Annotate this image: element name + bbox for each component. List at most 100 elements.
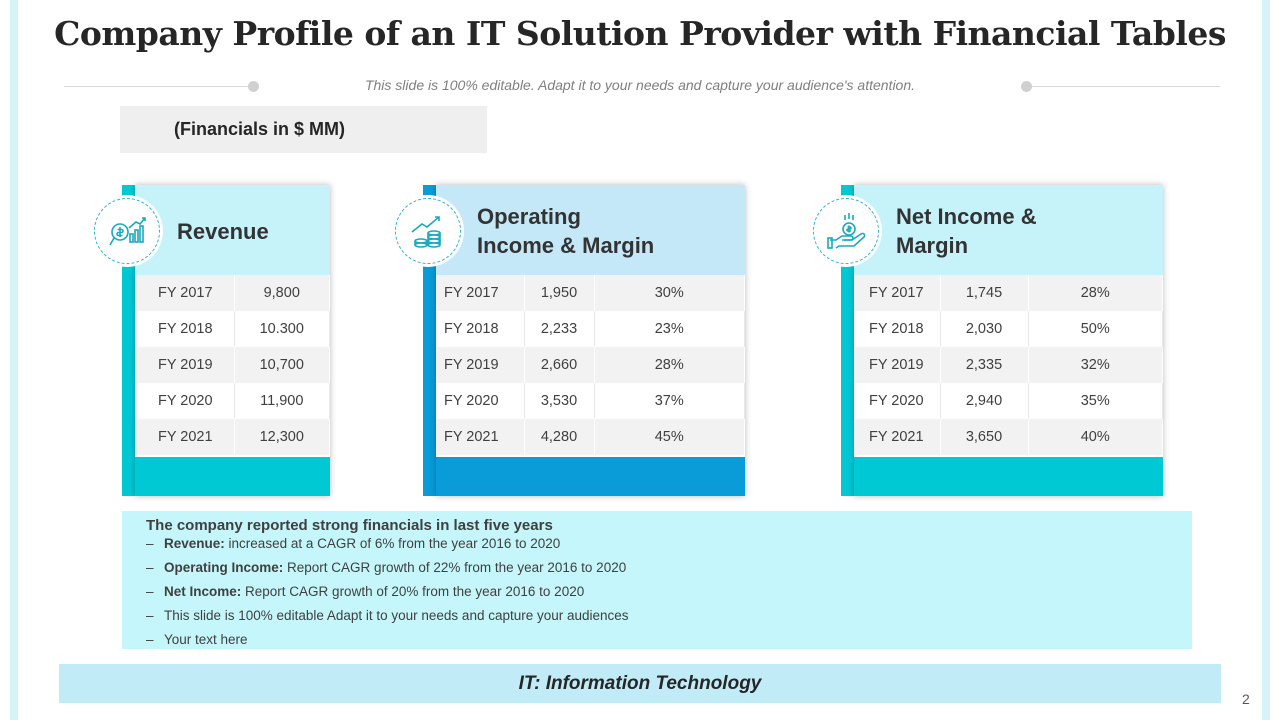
margin-cell: 45%	[594, 419, 745, 455]
year-cell: FY 2017	[135, 275, 235, 311]
summary-item-label: Revenue:	[164, 536, 225, 551]
revenue-card: Revenue FY 2017 9,800 FY 2018 10.300 FY 20…	[122, 185, 330, 496]
operating-title: Operating Income & Margin	[477, 202, 654, 260]
value-cell: 3,530	[524, 383, 595, 419]
operating-card-footer	[436, 457, 745, 496]
table-row: FY 2019 2,660 28%	[436, 347, 745, 383]
summary-item-text: Report CAGR growth of 22% from the year …	[287, 560, 627, 575]
page-number: 2	[1242, 691, 1250, 707]
year-cell: FY 2019	[854, 347, 941, 383]
table-row: FY 2018 10.300	[135, 311, 330, 347]
value-cell: 1,745	[940, 275, 1029, 311]
list-item: – This slide is 100% editable Adapt it to…	[146, 608, 629, 623]
divider-dot-left	[248, 81, 259, 92]
table-row: FY 2020 2,940 35%	[854, 383, 1163, 419]
revenue-title: Revenue	[177, 219, 269, 244]
value-cell: 2,660	[524, 347, 595, 383]
year-cell: FY 2018	[436, 311, 525, 347]
divider-dot-right	[1021, 81, 1032, 92]
right-border-strip	[1262, 0, 1270, 720]
summary-list: – Revenue: increased at a CAGR of 6% from…	[146, 535, 629, 655]
year-cell: FY 2021	[854, 419, 941, 455]
revenue-card-footer	[135, 457, 330, 496]
table-row: FY 2018 2,030 50%	[854, 311, 1163, 347]
margin-cell: 37%	[594, 383, 745, 419]
value-cell: 4,280	[524, 419, 595, 455]
year-cell: FY 2018	[854, 311, 941, 347]
margin-cell: 23%	[594, 311, 745, 347]
table-row: FY 2019 2,335 32%	[854, 347, 1163, 383]
operating-card-header: Operating Income & Margin	[436, 185, 745, 275]
value-cell: 3,650	[940, 419, 1029, 455]
year-cell: FY 2020	[135, 383, 235, 419]
summary-heading: The company reported strong financials i…	[146, 517, 553, 534]
summary-box: The company reported strong financials i…	[122, 511, 1192, 649]
revenue-card-body: Revenue FY 2017 9,800 FY 2018 10.300 FY 20…	[135, 185, 330, 496]
year-cell: FY 2019	[135, 347, 235, 383]
left-border-strip	[10, 0, 18, 720]
operating-title-line1: Operating	[477, 204, 581, 229]
net-income-card-footer	[854, 457, 1163, 496]
net-income-title-line2: Margin	[896, 233, 969, 258]
revenue-table: FY 2017 9,800 FY 2018 10.300 FY 2019 10,700…	[135, 275, 330, 455]
value-cell: 1,950	[524, 275, 595, 311]
year-cell: FY 2020	[436, 383, 525, 419]
table-row: FY 2019 10,700	[135, 347, 330, 383]
value-cell: 9,800	[234, 275, 330, 311]
net-income-card-header: Net Income & Margin	[854, 185, 1163, 275]
summary-item-label: Operating Income:	[164, 560, 284, 575]
list-item: – Net Income: Report CAGR growth of 20% f…	[146, 584, 585, 599]
year-cell: FY 2021	[135, 419, 235, 455]
table-row: FY 2021 3,650 40%	[854, 419, 1163, 455]
margin-cell: 28%	[1028, 275, 1163, 311]
operating-card-body: Operating Income & Margin FY 2017 1,950 30…	[436, 185, 745, 496]
hand-coin-icon	[813, 198, 879, 264]
value-cell: 2,335	[940, 347, 1029, 383]
value-cell: 10.300	[234, 311, 330, 347]
margin-cell: 28%	[594, 347, 745, 383]
slide-subtitle: This slide is 100% editable. Adapt it to…	[364, 77, 916, 93]
value-cell: 2,233	[524, 311, 595, 347]
operating-card: Operating Income & Margin FY 2017 1,950 30…	[423, 185, 745, 496]
net-income-card: Net Income & Margin FY 2017 1,745 28% FY 2…	[841, 185, 1163, 496]
margin-cell: 50%	[1028, 311, 1163, 347]
operating-title-line2: Income & Margin	[477, 233, 655, 258]
table-row: FY 2017 1,745 28%	[854, 275, 1163, 311]
table-row: FY 2021 12,300	[135, 419, 330, 455]
revenue-chart-icon	[94, 198, 160, 264]
margin-cell: 35%	[1028, 383, 1163, 419]
footer-banner: IT: Information Technology	[59, 664, 1221, 703]
value-cell: 11,900	[234, 383, 330, 419]
coins-growth-icon	[395, 198, 461, 264]
table-row: FY 2020 3,530 37%	[436, 383, 745, 419]
net-income-title-line1: Net Income &	[896, 204, 1037, 229]
summary-item-text: Report CAGR growth of 20% from the year …	[245, 584, 585, 599]
summary-item-label: Net Income:	[164, 584, 242, 599]
net-income-title: Net Income & Margin	[896, 202, 1037, 260]
year-cell: FY 2017	[436, 275, 525, 311]
list-item: – Revenue: increased at a CAGR of 6% from…	[146, 536, 561, 551]
table-row: FY 2017 9,800	[135, 275, 330, 311]
summary-item-text: Your text here	[164, 632, 248, 647]
slide-title: Company Profile of an IT Solution Provid…	[54, 14, 1226, 53]
year-cell: FY 2019	[436, 347, 525, 383]
margin-cell: 30%	[594, 275, 745, 311]
net-income-card-body: Net Income & Margin FY 2017 1,745 28% FY 2…	[854, 185, 1163, 496]
table-row: FY 2021 4,280 45%	[436, 419, 745, 455]
operating-table: FY 2017 1,950 30% FY 2018 2,233 23% FY 2019 2…	[436, 275, 745, 455]
list-item: – Operating Income: Report CAGR growth of…	[146, 560, 627, 575]
net-income-table: FY 2017 1,745 28% FY 2018 2,030 50% FY 2019 2…	[854, 275, 1163, 455]
revenue-card-header: Revenue	[135, 185, 330, 275]
value-cell: 2,030	[940, 311, 1029, 347]
value-cell: 10,700	[234, 347, 330, 383]
table-row: FY 2020 11,900	[135, 383, 330, 419]
year-cell: FY 2021	[436, 419, 525, 455]
table-row: FY 2018 2,233 23%	[436, 311, 745, 347]
divider-right	[1026, 86, 1220, 87]
year-cell: FY 2017	[854, 275, 941, 311]
list-item: – Your text here	[146, 632, 248, 647]
financials-label: (Financials in $ MM)	[120, 106, 487, 153]
value-cell: 2,940	[940, 383, 1029, 419]
year-cell: FY 2020	[854, 383, 941, 419]
divider-left	[64, 86, 254, 87]
